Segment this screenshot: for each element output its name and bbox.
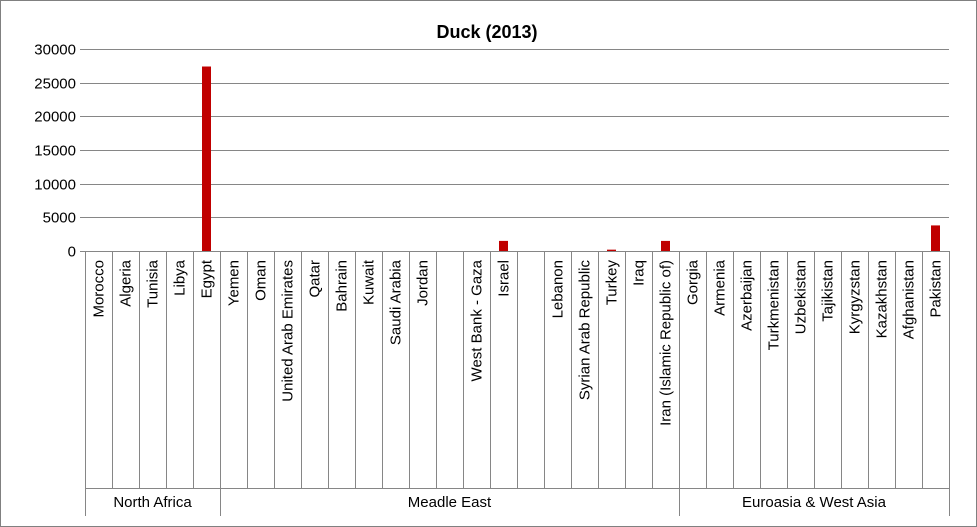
group-label-1: Meadle East (408, 494, 492, 511)
bar-4 (202, 66, 211, 251)
x-tick-label-26: Uzbekistan (793, 260, 810, 334)
y-tick-label-1: 5000 (43, 210, 76, 227)
bar-31 (931, 225, 940, 251)
y-tick-label-2: 10000 (34, 177, 76, 194)
x-tick-label-15: Israel (496, 260, 513, 297)
x-tick-label-22: Gorgia (685, 259, 702, 305)
x-axis (85, 251, 950, 516)
x-tick-label-9: Bahrain (334, 260, 351, 312)
x-tick-label-3: Libya (172, 259, 189, 296)
group-label-0: North Africa (113, 494, 192, 511)
y-tick-label-4: 20000 (34, 109, 76, 126)
x-tick-label-4: Egypt (199, 259, 216, 298)
x-tick-label-29: Kazakhstan (874, 260, 891, 338)
x-tick-label-23: Armenia (712, 259, 729, 316)
x-tick-label-8: Qatar (307, 260, 324, 298)
bars (202, 66, 940, 251)
x-tick-label-20: Iraq (631, 260, 648, 286)
x-tick-label-21: Iran (Islamic Republic of) (658, 260, 675, 426)
group-label-2: Euroasia & West Asia (742, 494, 887, 511)
chart-title: Duck (2013) (436, 22, 537, 42)
x-tick-label-27: Tajikistan (820, 260, 837, 322)
bar-15 (499, 240, 508, 251)
x-axis-tick-labels: Morocco Algeria Tunisia Libya Egypt Yemen Oman… (91, 259, 945, 426)
x-tick-label-0: Morocco (91, 260, 108, 318)
y-axis-ticks: 0 5000 10000 15000 20000 25000 30000 (34, 42, 85, 261)
x-tick-label-10: Kuwait (361, 259, 378, 305)
y-tick-label-3: 15000 (34, 143, 76, 160)
x-tick-label-2: Tunisia (145, 259, 162, 307)
x-tick-label-1: Algeria (118, 259, 135, 306)
x-tick-label-19: Turkey (604, 260, 621, 306)
x-tick-label-17: Lebanon (550, 260, 567, 318)
x-tick-label-12: Jordan (415, 260, 432, 306)
x-tick-label-31: Pakistan (928, 260, 945, 318)
x-tick-label-25: Turkmenistan (766, 260, 783, 350)
y-tick-label-0: 0 (68, 244, 76, 261)
x-tick-label-24: Azerbaijan (739, 260, 756, 331)
y-tick-label-6: 30000 (34, 42, 76, 59)
x-tick-label-6: Oman (253, 260, 270, 301)
y-tick-label-5: 25000 (34, 76, 76, 93)
x-axis-group-labels: North Africa Meadle East Euroasia & West A… (113, 494, 886, 511)
x-tick-label-18: Syrian Arab Republic (577, 260, 594, 401)
bar-19 (607, 249, 616, 251)
x-tick-label-28: Kyrgyzstan (847, 260, 864, 334)
x-tick-label-5: Yemen (226, 260, 243, 306)
x-tick-label-30: Afghanistan (901, 260, 918, 339)
x-tick-label-7: United Arab Emirates (280, 260, 297, 402)
bar-21 (661, 240, 670, 251)
x-tick-label-11: Saudi Arabia (388, 259, 405, 345)
x-tick-label-14: West Bank - Gaza (469, 259, 486, 381)
